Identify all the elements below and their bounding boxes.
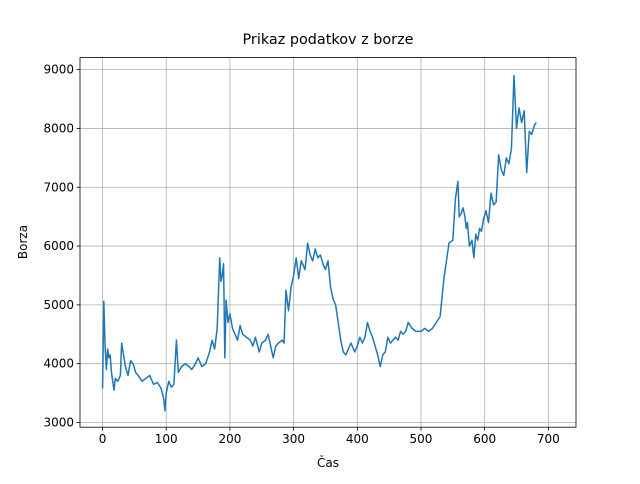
y-tick-label: 9000 <box>43 63 74 77</box>
y-tick-label: 8000 <box>43 121 74 135</box>
y-tick-label: 5000 <box>43 298 74 312</box>
y-tick-label: 7000 <box>43 180 74 194</box>
y-tick-label: 6000 <box>43 239 74 253</box>
y-axis-label: Borza <box>16 225 30 259</box>
x-tick-label: 500 <box>410 432 433 446</box>
x-tick-label: 400 <box>346 432 369 446</box>
data-line <box>101 74 537 412</box>
y-tick-label: 4000 <box>43 357 74 371</box>
x-tick-label: 300 <box>282 432 305 446</box>
x-axis-label: Čas <box>317 455 339 470</box>
chart-title: Prikaz podatkov z borze <box>242 32 413 48</box>
x-tick-label: 200 <box>218 432 241 446</box>
x-tick-label: 0 <box>99 432 107 446</box>
x-tick-label: 100 <box>155 432 178 446</box>
y-tick-label: 3000 <box>43 415 74 429</box>
plot-frame <box>79 57 577 428</box>
x-tick-label: 600 <box>473 432 496 446</box>
x-tick-label: 700 <box>537 432 560 446</box>
